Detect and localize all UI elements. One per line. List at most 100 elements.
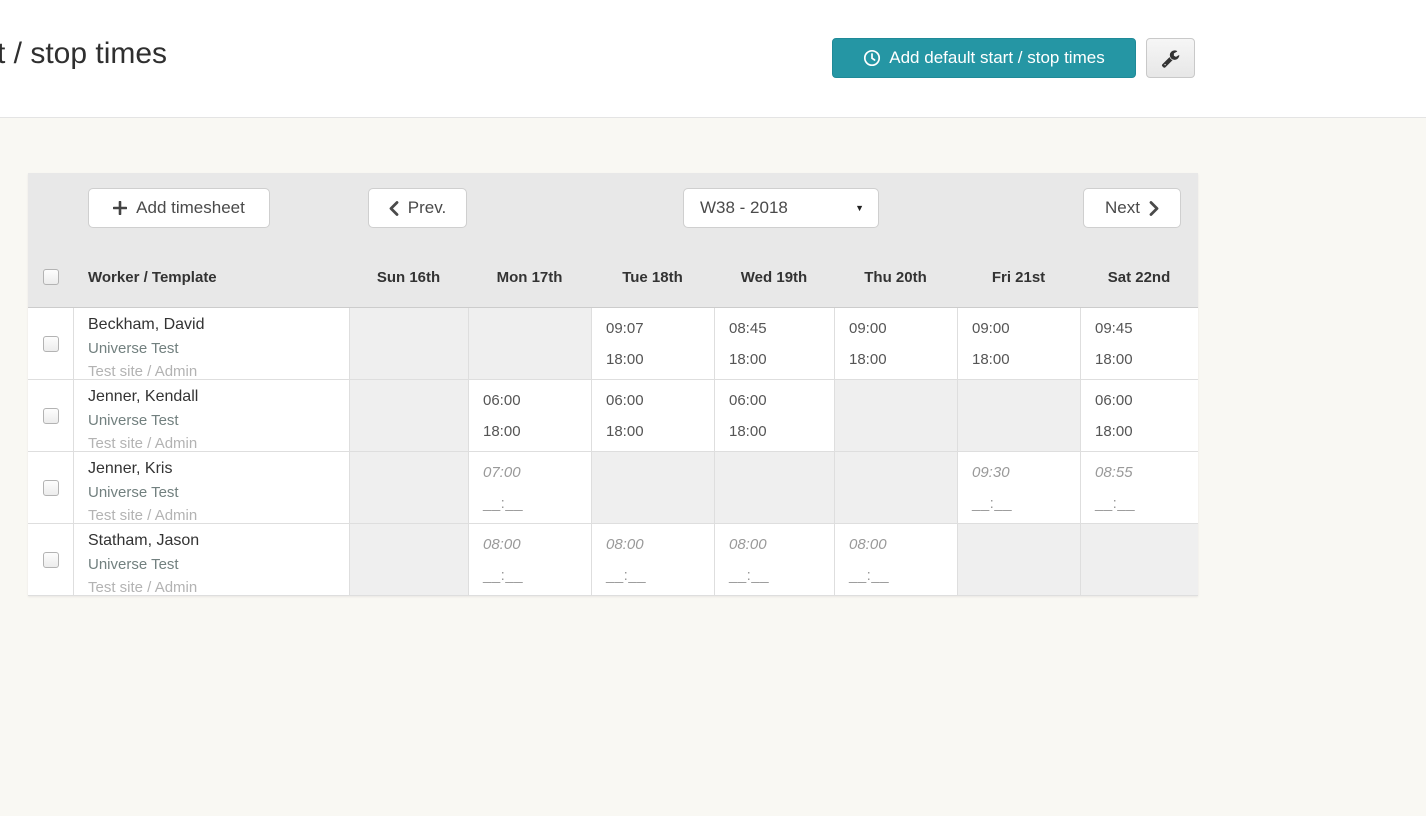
add-default-times-button[interactable]: Add default start / stop times xyxy=(832,38,1136,78)
chevron-left-icon xyxy=(389,200,399,216)
day-cell[interactable]: 08:00 __:__ xyxy=(834,524,957,595)
stop-time-placeholder[interactable]: __:__ xyxy=(972,495,1013,512)
day-cell[interactable]: 09:00 18:00 xyxy=(834,308,957,379)
start-time[interactable]: 06:00 xyxy=(483,392,521,409)
day-cell-disabled xyxy=(957,380,1080,451)
row-checkbox[interactable] xyxy=(42,479,59,496)
worker-template: Universe Test xyxy=(88,340,179,357)
clock-icon xyxy=(863,49,881,67)
start-time[interactable]: 06:00 xyxy=(606,392,644,409)
day-cell[interactable]: 08:00 __:__ xyxy=(714,524,834,595)
add-default-times-label: Add default start / stop times xyxy=(889,48,1105,67)
worker-site-role: Test site / Admin xyxy=(88,579,198,595)
select-all-checkbox[interactable] xyxy=(42,269,59,285)
start-time-default[interactable]: 08:00 xyxy=(606,536,644,553)
stop-time[interactable]: 18:00 xyxy=(1095,351,1133,368)
stop-time[interactable]: 18:00 xyxy=(972,351,1010,368)
day-cell[interactable]: 06:00 18:00 xyxy=(468,380,591,451)
start-time[interactable]: 09:45 xyxy=(1095,320,1133,337)
page-header: t / stop times Add default start / stop … xyxy=(0,0,1426,118)
day-cell[interactable]: 07:00 __:__ xyxy=(468,452,591,523)
day-cell-disabled xyxy=(714,452,834,523)
start-time[interactable]: 06:00 xyxy=(729,392,767,409)
start-time[interactable]: 06:00 xyxy=(1095,392,1133,409)
column-header-fri: Fri 21st xyxy=(991,268,1046,286)
start-time-default[interactable]: 08:00 xyxy=(483,536,521,553)
chevron-down-icon: ▼ xyxy=(855,203,864,213)
day-cell[interactable]: 09:45 18:00 xyxy=(1080,308,1198,379)
add-timesheet-label: Add timesheet xyxy=(136,198,245,217)
table-row: Jenner, Kendall Universe Test Test site … xyxy=(28,380,1198,452)
timesheet-panel: Add timesheet Prev. W38 - 2018 ▼ Next xyxy=(28,173,1198,596)
table-row: Statham, Jason Universe Test Test site /… xyxy=(28,524,1198,596)
start-time[interactable]: 09:00 xyxy=(849,320,887,337)
worker-site-role: Test site / Admin xyxy=(88,507,198,523)
column-header-worker: Worker / Template xyxy=(88,268,217,286)
table-row: Jenner, Kris Universe Test Test site / A… xyxy=(28,452,1198,524)
stop-time[interactable]: 18:00 xyxy=(606,351,644,368)
table-row: Beckham, David Universe Test Test site /… xyxy=(28,308,1198,380)
day-cell-disabled xyxy=(468,308,591,379)
worker-template: Universe Test xyxy=(88,556,179,573)
day-cell[interactable]: 08:00 __:__ xyxy=(591,524,714,595)
start-time[interactable]: 08:45 xyxy=(729,320,767,337)
column-header-sun: Sun 16th xyxy=(376,268,441,286)
row-checkbox[interactable] xyxy=(42,407,59,424)
stop-time-placeholder[interactable]: __:__ xyxy=(483,567,524,584)
start-time-default[interactable]: 08:00 xyxy=(849,536,887,553)
day-cell-disabled xyxy=(957,524,1080,595)
column-header-mon: Mon 17th xyxy=(496,268,563,286)
day-cell[interactable]: 06:00 18:00 xyxy=(591,380,714,451)
stop-time[interactable]: 18:00 xyxy=(729,423,767,440)
worker-name: Jenner, Kris xyxy=(88,460,173,477)
start-time-default[interactable]: 07:00 xyxy=(483,464,521,481)
week-select[interactable]: W38 - 2018 ▼ xyxy=(683,188,879,228)
start-time[interactable]: 09:00 xyxy=(972,320,1010,337)
day-cell[interactable]: 08:55 __:__ xyxy=(1080,452,1198,523)
prev-week-button[interactable]: Prev. xyxy=(368,188,467,228)
stop-time[interactable]: 18:00 xyxy=(1095,423,1133,440)
add-timesheet-button[interactable]: Add timesheet xyxy=(88,188,270,228)
worker-name: Beckham, David xyxy=(88,316,205,333)
row-checkbox[interactable] xyxy=(42,335,59,352)
day-cell[interactable]: 06:00 18:00 xyxy=(1080,380,1198,451)
stop-time[interactable]: 18:00 xyxy=(483,423,521,440)
stop-time[interactable]: 18:00 xyxy=(729,351,767,368)
day-cell-disabled xyxy=(834,380,957,451)
worker-site-role: Test site / Admin xyxy=(88,435,198,451)
day-cell[interactable]: 08:00 __:__ xyxy=(468,524,591,595)
start-time-default[interactable]: 09:30 xyxy=(972,464,1010,481)
day-cell[interactable]: 09:00 18:00 xyxy=(957,308,1080,379)
day-cell-disabled xyxy=(1080,524,1198,595)
day-cell-disabled xyxy=(349,452,468,523)
day-cell[interactable]: 06:00 18:00 xyxy=(714,380,834,451)
day-cell[interactable]: 08:45 18:00 xyxy=(714,308,834,379)
worker-name: Statham, Jason xyxy=(88,532,200,549)
worker-cell: Jenner, Kris Universe Test Test site / A… xyxy=(73,452,349,523)
next-week-button[interactable]: Next xyxy=(1083,188,1181,228)
page-title: t / stop times xyxy=(0,37,168,70)
day-cell[interactable]: 09:30 __:__ xyxy=(957,452,1080,523)
table-body: Beckham, David Universe Test Test site /… xyxy=(28,307,1198,596)
start-time[interactable]: 09:07 xyxy=(606,320,644,337)
day-cell-disabled xyxy=(349,524,468,595)
day-cell[interactable]: 09:07 18:00 xyxy=(591,308,714,379)
stop-time-placeholder[interactable]: __:__ xyxy=(606,567,647,584)
column-header-thu: Thu 20th xyxy=(864,268,927,286)
worker-cell: Jenner, Kendall Universe Test Test site … xyxy=(73,380,349,451)
stop-time-placeholder[interactable]: __:__ xyxy=(1095,495,1136,512)
column-header-wed: Wed 19th xyxy=(740,268,808,286)
settings-wrench-button[interactable] xyxy=(1146,38,1195,78)
start-time-default[interactable]: 08:55 xyxy=(1095,464,1133,481)
day-cell-disabled xyxy=(349,380,468,451)
stop-time-placeholder[interactable]: __:__ xyxy=(483,495,524,512)
row-checkbox[interactable] xyxy=(42,551,59,568)
day-cell-disabled xyxy=(349,308,468,379)
worker-template: Universe Test xyxy=(88,484,179,501)
chevron-right-icon xyxy=(1149,200,1159,216)
start-time-default[interactable]: 08:00 xyxy=(729,536,767,553)
stop-time[interactable]: 18:00 xyxy=(849,351,887,368)
stop-time-placeholder[interactable]: __:__ xyxy=(729,567,770,584)
stop-time[interactable]: 18:00 xyxy=(606,423,644,440)
stop-time-placeholder[interactable]: __:__ xyxy=(849,567,890,584)
